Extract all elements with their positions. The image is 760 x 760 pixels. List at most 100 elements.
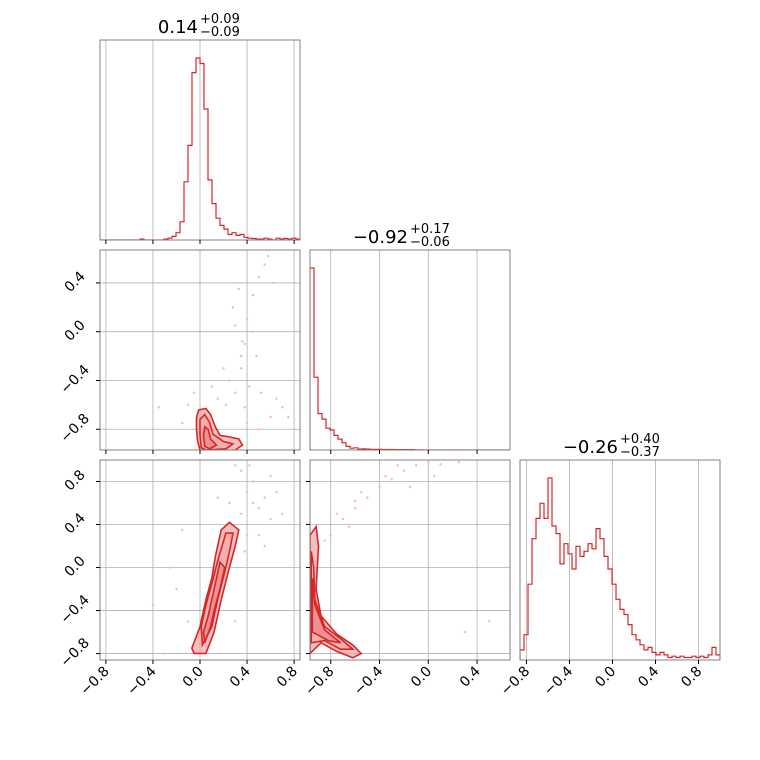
scatter-point bbox=[275, 397, 278, 400]
x-tick-label: 0.4 bbox=[227, 663, 254, 690]
scatter-point bbox=[163, 652, 166, 655]
x-tick-label: −0.4 bbox=[124, 663, 159, 698]
title-lower-error: −0.06 bbox=[410, 235, 450, 250]
title-lower-error: −0.09 bbox=[200, 25, 240, 40]
y-tick-label: 0.4 bbox=[62, 510, 89, 537]
title-upper-error: +0.40 bbox=[620, 432, 660, 447]
scatter-point bbox=[241, 340, 244, 343]
scatter-point bbox=[384, 474, 387, 478]
scatter-point bbox=[251, 501, 255, 505]
scatter-point bbox=[275, 491, 278, 494]
scatter-point bbox=[181, 528, 184, 532]
scatter-point bbox=[347, 525, 351, 528]
y-tick-label: 0.8 bbox=[62, 467, 89, 494]
panel-title: −0.92 +0.17−0.06 bbox=[353, 222, 450, 250]
title-lower-error: −0.37 bbox=[620, 445, 660, 460]
density-contours bbox=[190, 407, 363, 659]
scatter-point bbox=[216, 496, 219, 499]
scatter-point bbox=[234, 464, 237, 467]
scatter-point bbox=[251, 480, 255, 483]
scatter-point bbox=[263, 263, 266, 266]
scatter-point bbox=[378, 485, 381, 489]
contour-inner bbox=[202, 425, 218, 450]
x-tick-label: 0.8 bbox=[274, 664, 301, 691]
y-tick-label: 0.4 bbox=[62, 269, 89, 296]
scatter-points bbox=[151, 254, 491, 660]
scatter-point bbox=[234, 620, 237, 623]
scatter-point bbox=[257, 428, 261, 431]
scatter-point bbox=[257, 507, 261, 510]
y-tick-label: −0.8 bbox=[57, 411, 92, 446]
y-tick-label: 0.0 bbox=[62, 553, 89, 580]
axis-ticks bbox=[96, 240, 699, 664]
scatter-point bbox=[243, 342, 246, 346]
scatter-point bbox=[169, 566, 172, 569]
scatter-point bbox=[366, 496, 369, 499]
title-median: −0.92 bbox=[353, 227, 408, 248]
scatter-point bbox=[353, 507, 357, 510]
scatter-point bbox=[287, 415, 290, 419]
x-tick-label: 0.4 bbox=[457, 663, 484, 690]
scatter-point bbox=[402, 469, 406, 472]
scatter-point bbox=[408, 485, 412, 489]
scatter-point bbox=[181, 421, 184, 425]
scatter-point bbox=[341, 517, 345, 521]
scatter-point bbox=[427, 460, 430, 464]
x-tick-label: −0.4 bbox=[541, 663, 576, 698]
scatter-point bbox=[228, 501, 231, 505]
grid-lines bbox=[100, 40, 699, 660]
marginal-histograms bbox=[100, 57, 720, 660]
scatter-point bbox=[222, 367, 225, 370]
panel-frame bbox=[309, 249, 511, 451]
tick-labels: −0.8−0.40.00.4−0.8 −0.4 0.0 0.4 0.8−0.8−0.40… bbox=[57, 269, 705, 699]
scatter-point bbox=[257, 275, 261, 279]
panel-title: −0.26 +0.40−0.37 bbox=[563, 432, 660, 460]
scatter-point bbox=[228, 379, 231, 382]
scatter-point bbox=[255, 354, 258, 358]
title-median: 0.14 bbox=[158, 17, 198, 38]
scatter-point bbox=[267, 254, 270, 258]
scatter-point bbox=[251, 330, 255, 333]
x-tick-label: 0.8 bbox=[678, 664, 705, 691]
scatter-point bbox=[263, 544, 266, 548]
scatter-point bbox=[234, 391, 237, 394]
scatter-point bbox=[353, 499, 357, 503]
scatter-point bbox=[257, 534, 261, 537]
scatter-point bbox=[248, 385, 251, 388]
y-tick-label: 0.0 bbox=[62, 317, 89, 344]
panel-title: 0.14 +0.09−0.09 bbox=[158, 12, 240, 40]
scatter-point bbox=[224, 403, 228, 407]
panel-frame bbox=[309, 459, 511, 661]
y-tick-label: −0.8 bbox=[57, 635, 92, 670]
title-median: −0.26 bbox=[563, 437, 618, 458]
scatter-point bbox=[335, 512, 339, 515]
scatter-point bbox=[151, 603, 155, 607]
scatter-point bbox=[248, 464, 251, 467]
scatter-point bbox=[237, 287, 241, 291]
scatter-point bbox=[231, 306, 235, 309]
scatter-point bbox=[187, 403, 190, 407]
x-tick-label: −0.8 bbox=[498, 664, 533, 699]
scatter-point bbox=[210, 385, 213, 388]
scatter-point bbox=[216, 397, 219, 400]
title-upper-error: +0.17 bbox=[410, 222, 450, 237]
scatter-point bbox=[245, 491, 249, 494]
contour-inner bbox=[202, 560, 226, 644]
scatter-point bbox=[239, 469, 243, 472]
scatter-point bbox=[488, 620, 491, 623]
scatter-point bbox=[463, 630, 467, 634]
scatter-point bbox=[239, 367, 243, 370]
panel-frame bbox=[519, 459, 721, 661]
contour-inner bbox=[311, 578, 342, 644]
scatter-point bbox=[192, 391, 196, 394]
x-tick-label: 0.0 bbox=[180, 664, 207, 691]
scatter-point bbox=[234, 324, 237, 327]
x-tick-label: −0.4 bbox=[351, 663, 386, 698]
scatter-point bbox=[243, 406, 246, 409]
panel-frames bbox=[99, 39, 721, 661]
scatter-point bbox=[457, 460, 460, 464]
scatter-point bbox=[390, 478, 393, 481]
scatter-point bbox=[414, 464, 418, 467]
scatter-point bbox=[360, 491, 363, 494]
